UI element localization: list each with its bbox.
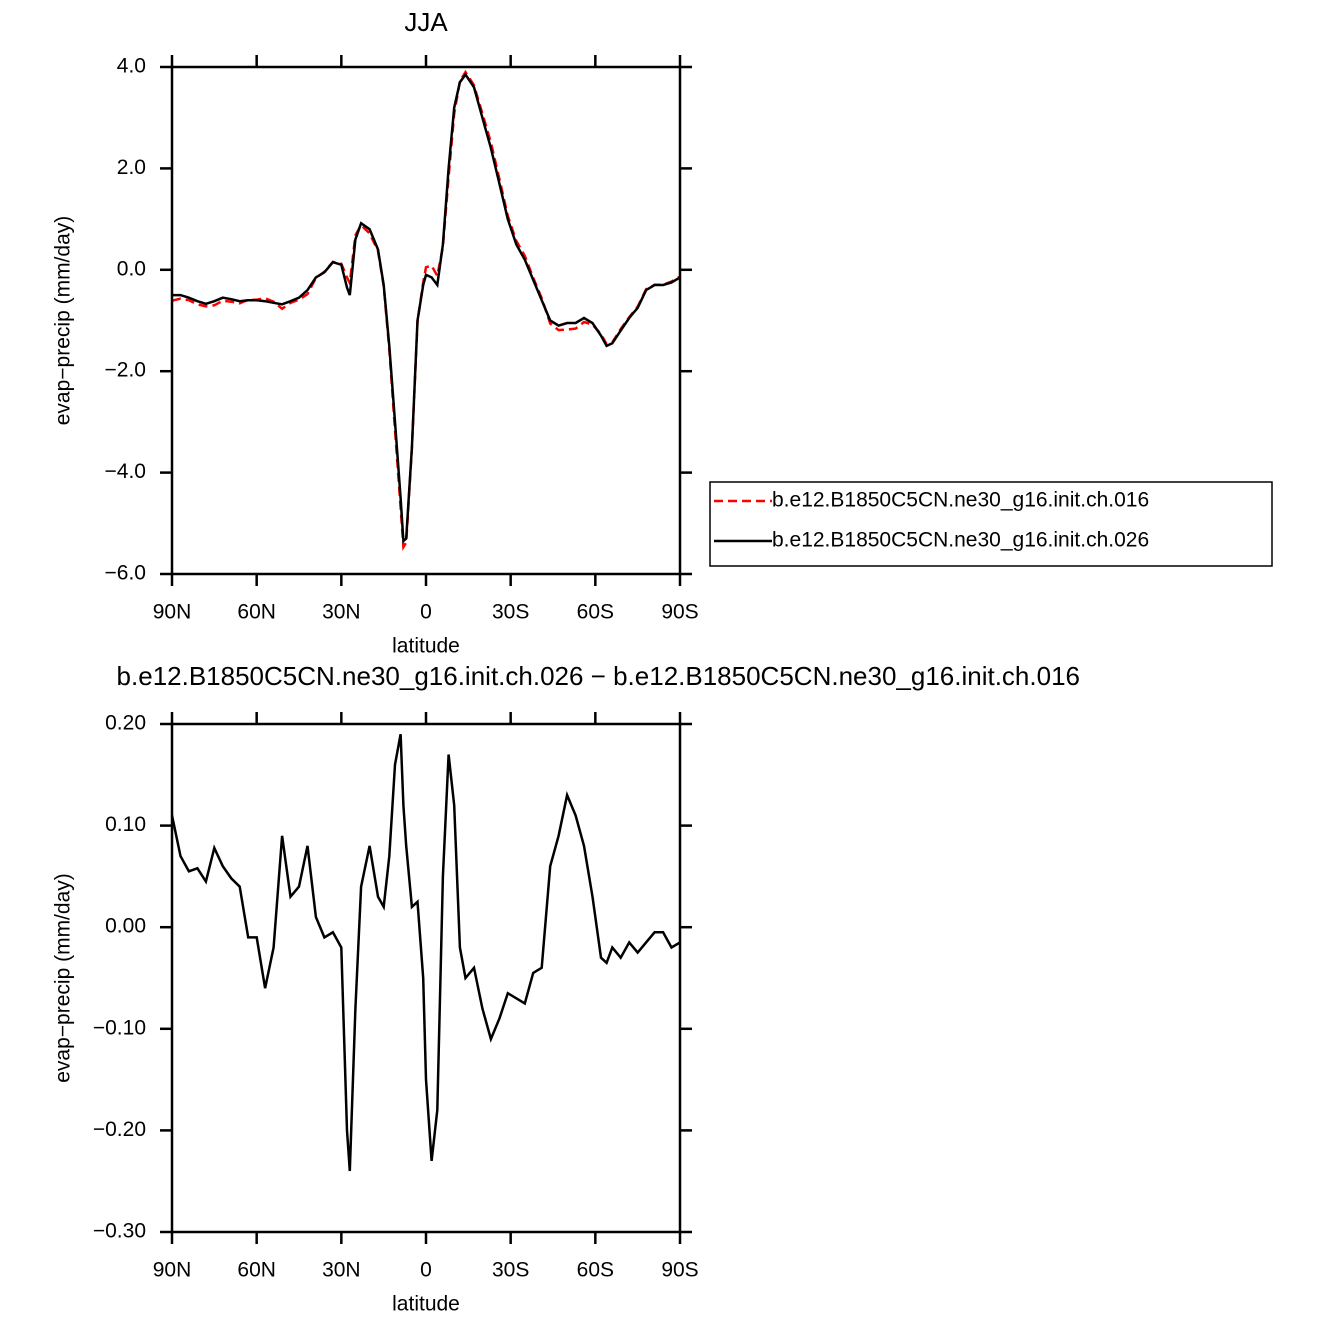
chart-title: b.e12.B1850C5CN.ne30_g16.init.ch.026 − b… — [117, 661, 1080, 691]
y-tick-label: −0.30 — [93, 1220, 146, 1243]
x-tick-label: 60S — [577, 1259, 614, 1282]
x-tick-label: 0 — [420, 1259, 432, 1282]
x-tick-label: 30N — [322, 601, 361, 624]
chart-title: JJA — [404, 7, 448, 37]
x-tick-label: 30S — [492, 1259, 529, 1282]
legend-box — [709, 481, 1273, 567]
y-tick-label: 2.0 — [117, 156, 146, 179]
plot-frame — [170, 65, 682, 576]
x-tick-label: 90S — [661, 1259, 698, 1282]
y-tick-label: 0.10 — [105, 813, 146, 836]
legend-label: b.e12.B1850C5CN.ne30_g16.init.ch.026 — [772, 529, 1149, 552]
y-axis-label: evap−precip (mm/day) — [52, 216, 75, 426]
x-tick-label: 60N — [237, 601, 276, 624]
data-line — [170, 733, 681, 1172]
y-tick-label: −0.10 — [93, 1016, 146, 1039]
legend-label: b.e12.B1850C5CN.ne30_g16.init.ch.016 — [772, 489, 1149, 512]
x-tick-label: 90N — [153, 601, 192, 624]
x-tick-label: 0 — [420, 601, 432, 624]
y-tick-label: 0.00 — [105, 915, 146, 938]
x-tick-label: 30N — [322, 1259, 361, 1282]
x-axis-label: latitude — [392, 635, 460, 658]
y-tick-label: −6.0 — [105, 562, 146, 585]
y-tick-label: 0.0 — [117, 257, 146, 280]
y-tick-label: −2.0 — [105, 359, 146, 382]
x-tick-label: 60N — [237, 1259, 276, 1282]
x-tick-label: 90S — [661, 601, 698, 624]
y-tick-label: 0.20 — [105, 712, 146, 735]
data-line — [171, 69, 681, 552]
x-tick-label: 30S — [492, 601, 529, 624]
data-line — [172, 72, 681, 544]
chart-panel: b.e12.B1850C5CN.ne30_g16.init.ch.026 − b… — [52, 661, 1080, 1316]
y-tick-label: 4.0 — [117, 55, 146, 78]
x-tick-label: 90N — [153, 1259, 192, 1282]
x-axis-label: latitude — [392, 1293, 460, 1316]
chart-panel: JJA evap−precip (mm/day) latitude −6.0 −4.0 −… — [52, 7, 1273, 658]
y-tick-label: −4.0 — [105, 460, 146, 483]
y-axis-label: evap−precip (mm/day) — [52, 873, 75, 1083]
x-tick-label: 60S — [577, 601, 614, 624]
plot-frame — [170, 722, 682, 1234]
y-tick-label: −0.20 — [93, 1118, 146, 1141]
